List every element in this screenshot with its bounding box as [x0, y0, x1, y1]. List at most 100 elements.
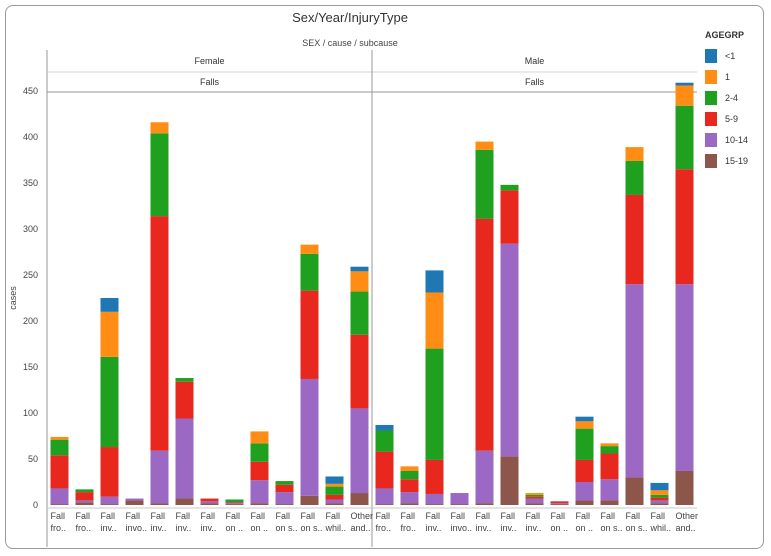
- bar-segment: [425, 348, 444, 460]
- bar-segment: [650, 497, 669, 501]
- x-tick-label: Fall: [551, 511, 566, 521]
- bar-segment: [525, 496, 544, 499]
- bar-segment: [250, 503, 269, 505]
- x-tick-label: Fall: [451, 511, 466, 521]
- bar-segment: [375, 430, 394, 452]
- bar-segment: [350, 408, 369, 494]
- legend-item: 5-9: [705, 108, 767, 129]
- bar-segment: [625, 194, 644, 285]
- bar-segment: [500, 456, 519, 505]
- legend-label: 5-9: [725, 113, 739, 124]
- panel-cause-label: Falls: [200, 77, 220, 87]
- bar-segment: [475, 450, 494, 504]
- bar-segment: [75, 492, 94, 501]
- bar-segment: [425, 292, 444, 349]
- bar-segment: [150, 133, 169, 217]
- x-tick-label: inv..: [176, 523, 192, 533]
- bar-segment: [200, 503, 219, 505]
- x-tick-label: on ..: [576, 523, 594, 533]
- legend-item: 15-19: [705, 150, 767, 171]
- y-tick-label: 400: [23, 132, 38, 142]
- bar-segment: [500, 184, 519, 191]
- chart-title: Sex/Year/InjuryType: [292, 10, 408, 25]
- bar-segment: [150, 503, 169, 505]
- bar-segment: [625, 477, 644, 505]
- x-tick-label: inv..: [476, 523, 492, 533]
- bar-segment: [175, 498, 194, 505]
- x-tick-label: Fall: [476, 511, 491, 521]
- legend-title: AGEGRP: [705, 30, 745, 40]
- x-tick-label: on s..: [601, 523, 623, 533]
- bar-segment: [675, 82, 694, 86]
- legend-label: 1: [725, 71, 731, 82]
- x-tick-label: Fall: [151, 511, 166, 521]
- bar-segment: [550, 503, 569, 505]
- y-tick-label: 250: [23, 270, 38, 280]
- bar-segment: [675, 169, 694, 285]
- x-tick-label: Fall: [376, 511, 391, 521]
- legend-label: 10-14: [725, 134, 749, 145]
- x-tick-label: invo..: [451, 523, 473, 533]
- x-tick-label: Fall: [576, 511, 591, 521]
- bar-segment: [50, 504, 69, 505]
- bar-segment: [275, 492, 294, 505]
- bar-segment: [550, 501, 569, 504]
- bar-segment: [625, 147, 644, 161]
- bar-segment: [600, 453, 619, 480]
- bar-segment: [125, 500, 144, 505]
- x-tick-label: inv..: [151, 523, 167, 533]
- bar-segment: [200, 498, 219, 502]
- bar-segment: [225, 499, 244, 503]
- x-tick-label: Fall: [101, 511, 116, 521]
- bar-segment: [300, 495, 319, 505]
- x-tick-label: Fall: [226, 511, 241, 521]
- bar-segment: [400, 479, 419, 493]
- x-tick-label: Fall: [426, 511, 441, 521]
- x-tick-label: Fall: [626, 511, 641, 521]
- bar-segment: [150, 450, 169, 504]
- bar-segment: [475, 141, 494, 150]
- x-tick-label: and..: [676, 523, 696, 533]
- y-tick-label: 100: [23, 408, 38, 418]
- x-tick-label: Fall: [601, 511, 616, 521]
- bar-segment: [350, 271, 369, 292]
- bar-segment: [575, 500, 594, 505]
- bar-segment: [675, 105, 694, 170]
- x-tick-label: Fall: [126, 511, 141, 521]
- bar-segment: [325, 503, 344, 505]
- bar-segment: [375, 504, 394, 505]
- chart-subtitle: SEX / cause / subcause: [302, 38, 398, 48]
- bar-segment: [350, 291, 369, 335]
- bar-segment: [325, 476, 344, 484]
- bar-segment: [475, 149, 494, 219]
- x-tick-label: Fall: [301, 511, 316, 521]
- bar-segment: [250, 431, 269, 444]
- x-tick-label: whil..: [650, 523, 672, 533]
- bar-segment: [600, 479, 619, 501]
- bar-segment: [650, 482, 669, 491]
- bar-segment: [50, 436, 69, 440]
- x-tick-label: on ..: [251, 523, 269, 533]
- legend-swatch: [705, 111, 717, 126]
- bar-segment: [100, 447, 119, 497]
- bar-segment: [75, 500, 94, 503]
- y-axis-label: cases: [8, 286, 18, 310]
- legend-items: <1 1 2-4 5-9 10-14 15-19: [705, 45, 767, 171]
- bar-segment: [50, 455, 69, 489]
- bar-segment: [75, 502, 94, 505]
- bar-segment: [650, 500, 669, 504]
- x-tick-label: Other: [351, 511, 374, 521]
- bar-segment: [625, 160, 644, 195]
- bar-segment: [650, 494, 669, 498]
- bar-segment: [575, 482, 594, 501]
- bar-segment: [450, 504, 469, 505]
- legend: AGEGRP <1 1 2-4 5-9 10-14 15-19: [705, 30, 767, 171]
- x-tick-label: Fall: [51, 511, 66, 521]
- legend-swatch: [705, 90, 717, 105]
- x-tick-label: on s..: [301, 523, 323, 533]
- bar-segment: [375, 451, 394, 489]
- bar-segment: [225, 502, 244, 504]
- x-tick-label: invo..: [126, 523, 148, 533]
- panel-sex-label: Male: [525, 56, 545, 66]
